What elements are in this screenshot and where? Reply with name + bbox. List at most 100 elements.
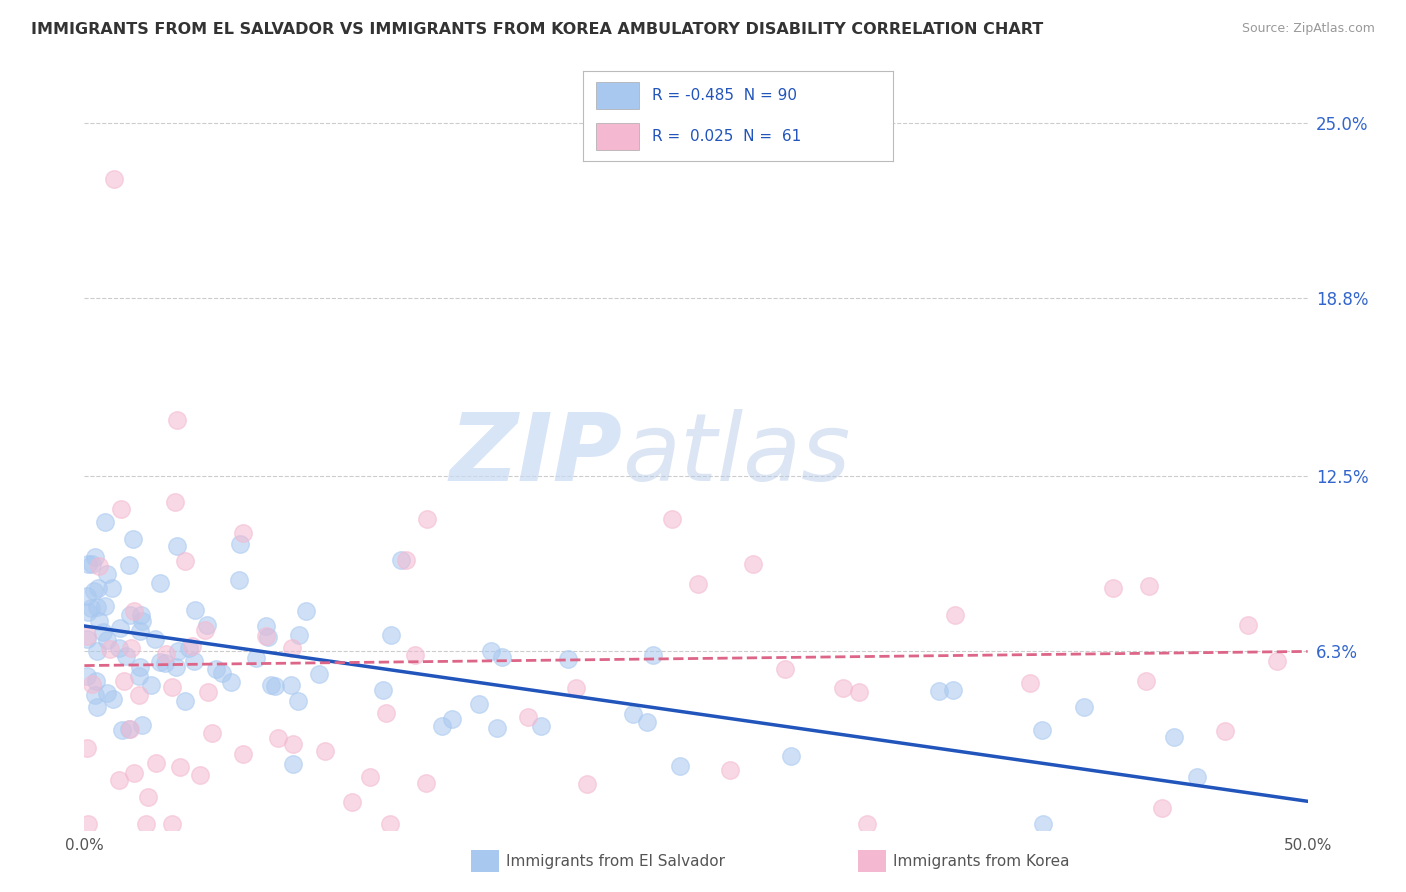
Point — [287, 694, 309, 708]
Point — [432, 719, 454, 733]
Point — [169, 759, 191, 773]
Point — [194, 623, 217, 637]
Point — [485, 721, 508, 735]
Text: ZIP: ZIP — [450, 409, 623, 501]
Point — [1073, 699, 1095, 714]
Point — [415, 776, 437, 790]
Point — [115, 649, 138, 664]
Point — [775, 662, 797, 676]
Point — [122, 604, 145, 618]
Point — [131, 614, 153, 628]
Point — [340, 795, 363, 809]
Point — [155, 647, 177, 661]
Point — [110, 501, 132, 516]
Point — [118, 723, 141, 737]
Point — [82, 557, 104, 571]
Point — [375, 706, 398, 721]
Point — [404, 648, 426, 662]
Point — [576, 777, 599, 791]
Point — [77, 606, 100, 620]
Point — [117, 558, 139, 573]
Point — [101, 691, 124, 706]
Point — [201, 726, 224, 740]
Point — [94, 599, 117, 613]
Point — [128, 688, 150, 702]
Point — [120, 722, 142, 736]
Point — [1237, 618, 1260, 632]
Point — [1213, 724, 1236, 739]
Point — [395, 552, 418, 566]
Text: IMMIGRANTS FROM EL SALVADOR VS IMMIGRANTS FROM KOREA AMBULATORY DISABILITY CORRE: IMMIGRANTS FROM EL SALVADOR VS IMMIGRANT… — [31, 22, 1043, 37]
Point — [621, 706, 644, 721]
Point — [153, 656, 176, 670]
Point — [232, 525, 254, 540]
Point — [145, 756, 167, 771]
Point — [848, 685, 870, 699]
Point — [96, 685, 118, 699]
Point — [76, 741, 98, 756]
Point — [165, 495, 187, 509]
Point — [86, 699, 108, 714]
Point — [188, 768, 211, 782]
Point — [281, 640, 304, 655]
Point — [177, 641, 200, 656]
Point — [160, 817, 183, 831]
Point — [197, 684, 219, 698]
Point — [108, 773, 131, 788]
Point — [780, 748, 803, 763]
Point — [76, 817, 98, 831]
Point — [373, 682, 395, 697]
Point — [96, 567, 118, 582]
Point — [183, 654, 205, 668]
Point — [108, 641, 131, 656]
Point — [287, 628, 309, 642]
Point — [295, 604, 318, 618]
Point — [259, 678, 281, 692]
Point — [91, 624, 114, 639]
Point — [80, 677, 103, 691]
Text: Immigrants from Korea: Immigrants from Korea — [893, 855, 1070, 869]
Point — [98, 642, 121, 657]
Point — [143, 632, 166, 646]
Point — [391, 552, 413, 566]
Point — [416, 512, 439, 526]
Point — [160, 680, 183, 694]
Point — [468, 697, 491, 711]
Point — [129, 660, 152, 674]
Point — [741, 557, 763, 571]
Point — [101, 581, 124, 595]
Point — [84, 673, 107, 688]
Point — [149, 576, 172, 591]
Point — [855, 817, 877, 831]
Point — [120, 640, 142, 655]
Point — [165, 659, 187, 673]
Point — [257, 630, 280, 644]
Point — [110, 723, 132, 737]
Point — [1187, 770, 1209, 784]
Point — [112, 673, 135, 688]
Point — [831, 681, 853, 695]
Point — [118, 607, 141, 622]
Point — [228, 573, 250, 587]
Point — [108, 620, 131, 634]
Point — [219, 674, 242, 689]
Point — [128, 669, 150, 683]
Point — [181, 639, 204, 653]
Point — [87, 558, 110, 573]
Point — [174, 554, 197, 568]
Point — [87, 614, 110, 628]
Point — [565, 681, 588, 695]
Text: R =  0.025  N =  61: R = 0.025 N = 61 — [651, 129, 801, 144]
Point — [557, 652, 579, 666]
Point — [308, 666, 330, 681]
Point — [139, 678, 162, 692]
Point — [83, 688, 105, 702]
Point — [530, 719, 553, 733]
Point — [232, 747, 254, 761]
Point — [131, 718, 153, 732]
Point — [86, 644, 108, 658]
Point — [491, 650, 513, 665]
Point — [174, 694, 197, 708]
Point — [195, 618, 218, 632]
Point — [211, 665, 233, 680]
